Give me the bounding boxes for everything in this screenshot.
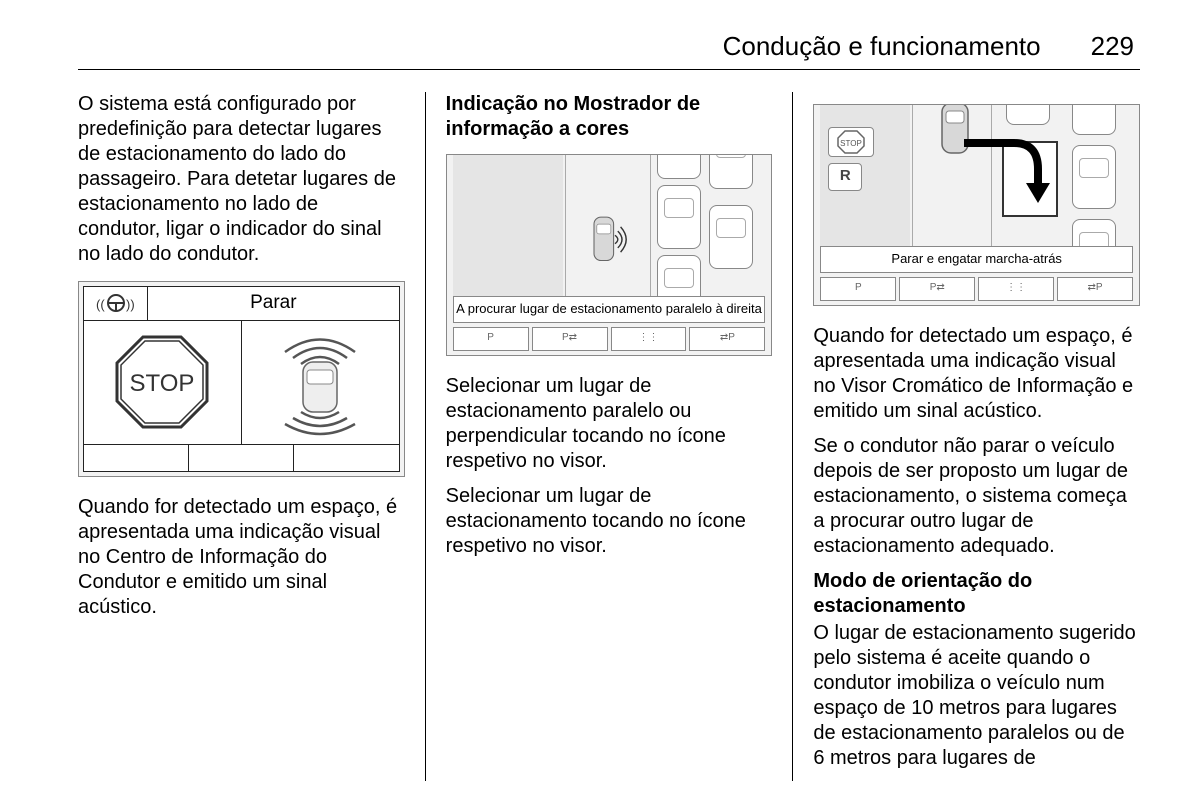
stop-sign-icon: STOP <box>84 321 242 444</box>
fig1-bottom-cell <box>84 445 189 471</box>
maneuver-arrow-icon <box>954 135 1064 215</box>
fig1-bottom-cell <box>294 445 398 471</box>
col3-para-2: Se o condutor não parar o veículo depois… <box>813 434 1140 559</box>
fig1-bottom-cell <box>189 445 294 471</box>
header-page-number: 229 <box>1091 30 1134 63</box>
stop-sign-icon: STOP <box>828 127 874 157</box>
parking-mode-btn: P <box>453 327 529 351</box>
col2-para-1: Selecionar um lugar de estacionamento pa… <box>446 374 773 474</box>
column-1: O sistema está configurado por predefini… <box>78 92 426 781</box>
figure2-caption: A procurar lugar de estacionamento paral… <box>453 296 766 322</box>
figure-stop-display: (( )) Parar <box>78 281 405 477</box>
svg-text:STOP: STOP <box>841 139 863 148</box>
figure-search-parking: A procurar lugar de estacionamento paral… <box>446 154 773 356</box>
parking-mode-btn: ⋮⋮ <box>611 327 687 351</box>
svg-text:((: (( <box>96 297 105 312</box>
col3-para-3: O lugar de estacionamento sugerido pelo … <box>813 621 1140 771</box>
figure2-bottom-bar: P P⇄ ⋮⋮ ⇄P <box>453 327 766 351</box>
svg-text:)): )) <box>126 297 135 312</box>
parking-mode-btn: ⇄P <box>689 327 765 351</box>
col1-para-2: Quando for detectado um espaço, é aprese… <box>78 495 405 620</box>
col1-para-1: O sistema está configurado por predefini… <box>78 92 405 267</box>
page-header: Condução e funcionamento 229 <box>78 30 1140 70</box>
column-2: Indicação no Mostrador de informação a c… <box>426 92 794 781</box>
ego-car-icon <box>587 207 629 279</box>
figure1-parar-label: Parar <box>148 291 399 315</box>
parking-mode-btn: P⇄ <box>899 277 975 301</box>
car-sensor-icon <box>242 321 399 444</box>
steering-wheel-icon: (( )) <box>84 287 148 320</box>
content-columns: O sistema está configurado por predefini… <box>78 92 1140 781</box>
col3-para-1: Quando for detectado um espaço, é aprese… <box>813 324 1140 424</box>
col3-heading: Modo de orientação do estacionamento <box>813 569 1140 619</box>
gear-r-badge: R <box>828 163 862 191</box>
parking-mode-btn: ⋮⋮ <box>978 277 1054 301</box>
figure-reverse-parking: STOP R Parar e engatar marcha-atrás P P⇄… <box>813 104 1140 306</box>
col2-heading: Indicação no Mostrador de informação a c… <box>446 92 773 142</box>
column-3: STOP R Parar e engatar marcha-atrás P P⇄… <box>793 92 1140 781</box>
parking-mode-btn: ⇄P <box>1057 277 1133 301</box>
col2-para-2: Selecionar um lugar de estacionamento to… <box>446 484 773 559</box>
parking-mode-btn: P <box>820 277 896 301</box>
parking-mode-btn: P⇄ <box>532 327 608 351</box>
figure3-bottom-bar: P P⇄ ⋮⋮ ⇄P <box>820 277 1133 301</box>
figure3-caption: Parar e engatar marcha-atrás <box>820 246 1133 272</box>
svg-text:STOP: STOP <box>130 370 195 397</box>
header-section-title: Condução e funcionamento <box>723 30 1041 63</box>
